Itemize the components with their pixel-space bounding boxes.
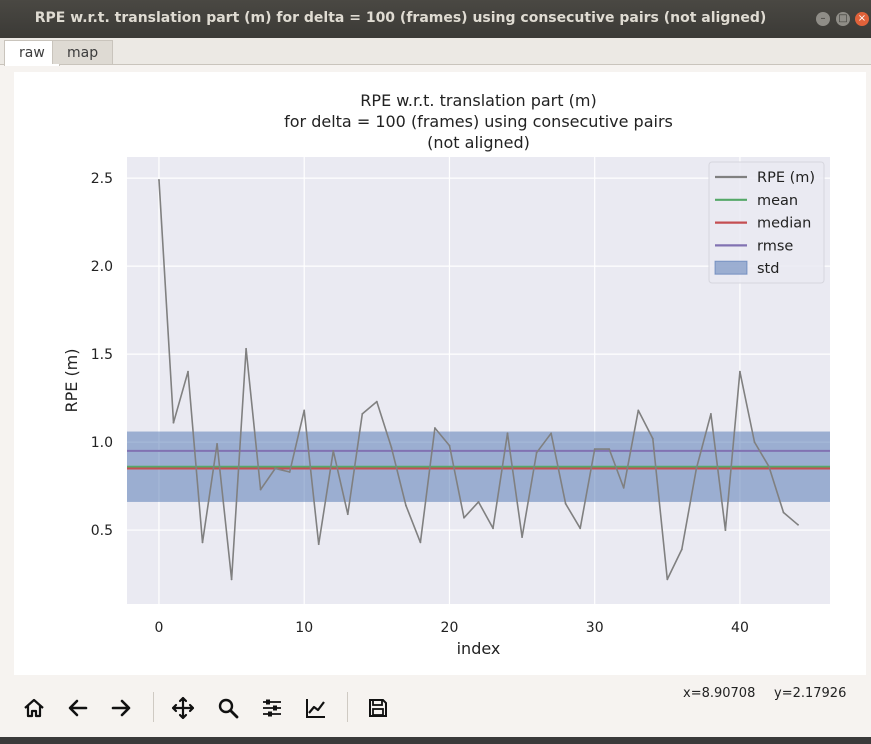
rpe-point [680,548,683,551]
window-title: RPE w.r.t. translation part (m) for delt… [34,10,767,26]
x-tick-label: 0 [154,620,163,636]
legend-std-label: std [757,261,779,277]
rpe-point [158,178,160,181]
rpe-point [332,449,335,452]
rpe-point [724,529,727,531]
rpe-point [651,437,654,440]
rpe-point [637,409,640,412]
save-icon[interactable] [364,694,392,722]
forward-icon[interactable] [107,694,135,722]
configure-subplots-icon[interactable] [258,694,286,722]
rpe-point [506,432,509,435]
tab-bar: raw map [0,38,871,66]
pan-icon[interactable] [169,694,197,722]
y-tick-label: 2.0 [91,259,113,275]
rpe-point [521,536,523,539]
home-icon[interactable] [20,694,48,722]
x-tick-label: 10 [295,620,313,636]
rpe-chart[interactable]: 0 10 20 30 40 0.5 1.0 1.5 2.0 2.5 index RPE (m) RPE … [14,72,866,675]
tab-map[interactable]: map [52,40,114,64]
rpe-point [448,444,451,447]
back-icon[interactable] [64,694,92,722]
rpe-point [434,427,436,429]
rpe-point [187,370,189,373]
rpe-point [390,446,393,449]
chart-title-line: (not aligned) [427,133,530,152]
legend-rmse-label: rmse [757,238,793,254]
figure-canvas[interactable]: 0 10 20 30 40 0.5 1.0 1.5 2.0 2.5 index RPE (m) RPE … [14,72,866,675]
toolbar-separator [347,692,348,722]
legend-std-swatch [714,260,748,275]
toolbar-separator [153,692,154,722]
rpe-point [463,516,465,519]
rpe-point [492,527,494,530]
rpe-point [608,448,611,451]
rpe-point [622,486,625,489]
y-tick-label: 2.5 [91,171,113,187]
edit-axis-icon[interactable] [302,694,330,722]
rpe-point [782,511,785,514]
chart-title-line: for delta = 100 (frames) using consecuti… [284,112,673,131]
rpe-point [753,441,756,443]
x-tick-label: 30 [586,620,604,636]
rpe-point [172,421,175,424]
rpe-point [419,541,422,544]
rpe-point [797,523,799,526]
navigation-toolbar: x=8.90708 y=2.17926 [0,680,871,736]
y-tick-label: 1.0 [91,435,113,451]
rpe-point [477,501,480,503]
bottom-strip [0,737,871,744]
rpe-point [201,541,204,544]
cursor-x-readout: x=8.90708 [683,686,756,701]
rpe-point [361,413,364,415]
legend-rpe-label: RPE (m) [757,170,815,186]
rpe-point [303,409,306,412]
rpe-point [317,543,320,546]
rpe-point [593,448,596,451]
y-tick-label: 1.5 [91,347,113,363]
rpe-point [288,471,291,473]
y-tick-label: 0.5 [91,523,113,539]
close-icon[interactable]: × [855,12,869,26]
title-bar[interactable]: RPE w.r.t. translation part (m) for delt… [0,0,871,38]
rpe-point [535,451,538,454]
legend-box [708,161,825,284]
rpe-point [768,465,770,468]
maximize-icon[interactable]: □ [836,12,850,26]
rpe-point [230,578,233,581]
rpe-point [739,370,741,373]
legend-median-label: median [757,216,811,232]
rpe-point [216,442,218,445]
cursor-y-readout: y=2.17926 [774,686,847,701]
rpe-point [550,432,553,435]
rpe-point [375,400,378,403]
rpe-point [245,347,248,350]
legend-mean-label: mean [757,193,798,209]
rpe-point [274,467,277,470]
y-axis-label: RPE (m) [62,348,81,412]
chart-title-line: RPE w.r.t. translation part (m) [360,91,596,110]
rpe-point [666,578,669,581]
rpe-point [695,467,698,470]
rpe-point [346,513,349,516]
rpe-point [404,504,407,507]
zoom-icon[interactable] [214,694,242,722]
x-tick-label: 20 [441,620,459,636]
rpe-point [579,527,582,530]
x-tick-label: 40 [731,620,749,636]
rpe-point [259,488,262,491]
rpe-point [564,502,567,505]
rpe-point [709,413,712,415]
x-axis-label: index [457,639,501,658]
tab-raw[interactable]: raw [4,40,60,66]
minimize-icon[interactable]: – [816,12,830,26]
